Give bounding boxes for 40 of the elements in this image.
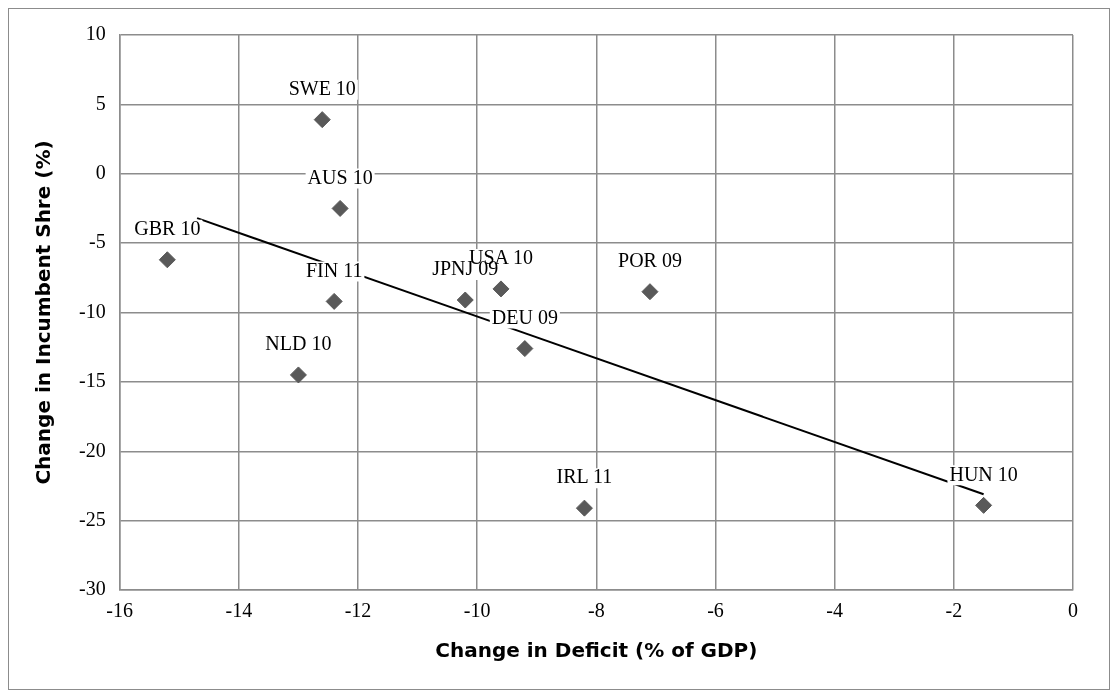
annotation: GBR 10	[134, 217, 201, 240]
y-tick-label: -10	[78, 299, 106, 322]
x-tick-label: -12	[344, 599, 372, 622]
point	[289, 366, 307, 384]
point	[456, 291, 474, 309]
x-tick-label: -14	[225, 599, 253, 622]
x-tick-label: 0	[1068, 599, 1078, 622]
point	[975, 496, 993, 514]
annotation: NLD 10	[265, 332, 332, 355]
annotation: SWE 10	[288, 76, 356, 99]
point	[641, 283, 659, 301]
point	[575, 499, 593, 517]
annotation: IRL 11	[556, 465, 613, 488]
y-tick-label: -25	[78, 507, 106, 530]
point	[158, 251, 176, 269]
x-tick-label: -10	[463, 599, 491, 622]
y-tick-label: -30	[78, 577, 106, 600]
x-tick-label: -2	[945, 599, 963, 622]
x-tick-label: -16	[106, 599, 133, 622]
annotation: FIN 11	[305, 258, 363, 281]
y-tick-label: -5	[88, 230, 106, 253]
x-tick-label: -4	[826, 599, 843, 622]
annotation: POR 09	[618, 248, 682, 271]
y-tick-label: -20	[78, 438, 106, 461]
annotation: AUS 10	[307, 165, 373, 188]
point	[325, 292, 343, 310]
annotation: DEU 09	[491, 305, 558, 328]
point	[516, 340, 534, 358]
y-tick-label: 5	[95, 91, 106, 114]
x-axis-title: Change in Deficit (% of GDP)	[435, 638, 758, 663]
y-tick-label: 0	[95, 161, 106, 183]
x-tick-label: -8	[587, 599, 605, 622]
y-axis-title: Change in Incumbent Shre (%)	[31, 140, 56, 485]
x-tick-label: -6	[707, 599, 724, 622]
point	[313, 111, 331, 129]
point	[331, 199, 349, 217]
y-tick-label: -15	[78, 369, 106, 392]
annotation: HUN 10	[949, 462, 1018, 485]
point	[492, 280, 510, 298]
y-tick-label: 10	[85, 22, 106, 45]
